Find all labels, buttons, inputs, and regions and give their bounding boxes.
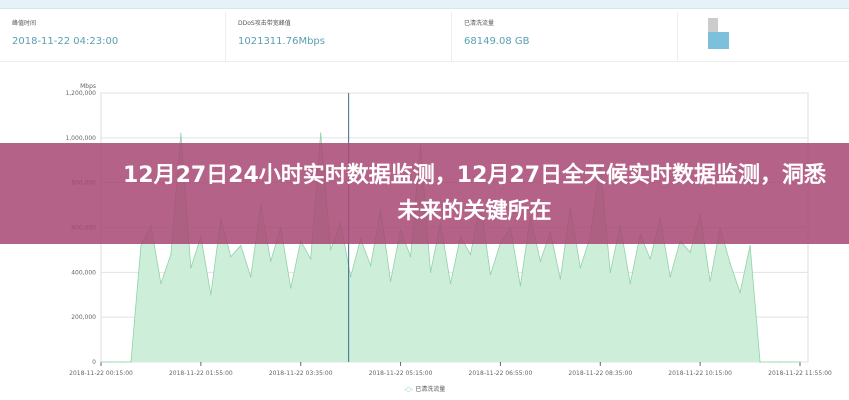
- x-tick-label: 2018-11-22 11:55:00: [768, 370, 832, 377]
- data-point: [739, 291, 741, 294]
- data-point: [729, 262, 731, 264]
- page-title: 12月27日24小时实时数据监测，12月27日全天候实时数据监测，洞悉未来的关键…: [122, 162, 827, 224]
- stat-label: 已清洗流量: [464, 20, 495, 27]
- y-tick-label: 200,000: [71, 314, 96, 321]
- data-point: [469, 253, 472, 255]
- title-banner: 12月27日24小时实时数据监测，12月27日全天候实时数据监测，洞悉未来的关键…: [0, 143, 849, 244]
- data-point: [170, 253, 172, 255]
- data-point: [180, 132, 182, 134]
- data-point: [210, 294, 212, 296]
- x-tick-label: 2018-11-22 08:35:00: [568, 370, 632, 377]
- stat-value: 2018-11-22 04:23:00: [12, 36, 119, 47]
- data-point: [160, 282, 162, 285]
- data-point: [799, 361, 801, 363]
- top-bar: [0, 0, 849, 9]
- chart-legend[interactable]: -○- 已清洗流量: [0, 384, 849, 393]
- data-point: [789, 361, 791, 363]
- data-point: [240, 244, 242, 247]
- data-point: [330, 249, 332, 251]
- data-point: [310, 258, 312, 260]
- y-tick-label: 1,200,000: [65, 90, 96, 97]
- data-point: [130, 361, 132, 363]
- data-point: [759, 361, 761, 363]
- stat-label: DDoS攻击带宽峰值: [238, 20, 291, 27]
- data-point: [190, 267, 192, 269]
- data-point: [110, 361, 112, 363]
- y-tick-label: 400,000: [71, 269, 96, 276]
- stat-value: 1021311.76Mbps: [238, 36, 325, 47]
- data-point: [669, 276, 671, 278]
- mini-chart-icon: [678, 12, 838, 61]
- stat-value: 68149.08 GB: [464, 36, 530, 47]
- data-point: [120, 361, 122, 363]
- data-point: [290, 287, 292, 289]
- data-point: [579, 267, 581, 269]
- stats-panel: 峰值时间 2018-11-22 04:23:00 DDoS攻击带宽峰值 102131…: [0, 12, 849, 62]
- data-point: [539, 260, 541, 262]
- data-point: [409, 256, 412, 258]
- data-point: [489, 273, 492, 276]
- x-tick-label: 2018-11-22 00:15:00: [69, 370, 133, 377]
- x-tick-label: 2018-11-22 10:15:00: [668, 370, 732, 377]
- x-tick-label: 2018-11-22 03:35:00: [269, 370, 333, 377]
- x-tick-label: 2018-11-22 05:15:00: [369, 370, 433, 377]
- y-tick-label: 1,000,000: [65, 135, 96, 142]
- data-point: [250, 276, 252, 278]
- area-fill: [101, 133, 800, 362]
- legend-label: 已清洗流量: [415, 386, 446, 393]
- data-point: [140, 244, 142, 247]
- data-point: [769, 361, 771, 363]
- data-point: [389, 280, 392, 282]
- data-point: [100, 361, 102, 363]
- data-point: [689, 251, 691, 253]
- stat-ddos-peak: DDoS攻击带宽峰值 1021311.76Mbps: [226, 12, 452, 61]
- data-point: [270, 260, 272, 262]
- stat-cleaned-traffic: 已清洗流量 68149.08 GB: [452, 12, 678, 61]
- data-point: [649, 258, 651, 260]
- data-point: [609, 271, 611, 273]
- x-tick-label: 2018-11-22 01:55:00: [169, 370, 233, 377]
- data-point: [230, 256, 232, 258]
- data-point: [449, 282, 452, 285]
- data-point: [429, 271, 432, 273]
- legend-marker-icon: -○-: [403, 386, 414, 393]
- stat-label: 峰值时间: [12, 20, 37, 27]
- data-point: [629, 282, 631, 285]
- data-point: [519, 285, 522, 287]
- data-point: [559, 278, 561, 280]
- data-point: [749, 244, 751, 247]
- y-tick-label: 0: [92, 359, 96, 366]
- stat-peak-time: 峰值时间 2018-11-22 04:23:00: [0, 12, 226, 61]
- data-point: [779, 361, 781, 363]
- x-tick-label: 2018-11-22 06:55:00: [469, 370, 533, 377]
- y-axis-label: Mbps: [80, 83, 96, 90]
- data-point: [320, 132, 322, 134]
- data-point: [370, 265, 372, 267]
- data-point: [709, 280, 711, 282]
- data-point: [350, 276, 352, 278]
